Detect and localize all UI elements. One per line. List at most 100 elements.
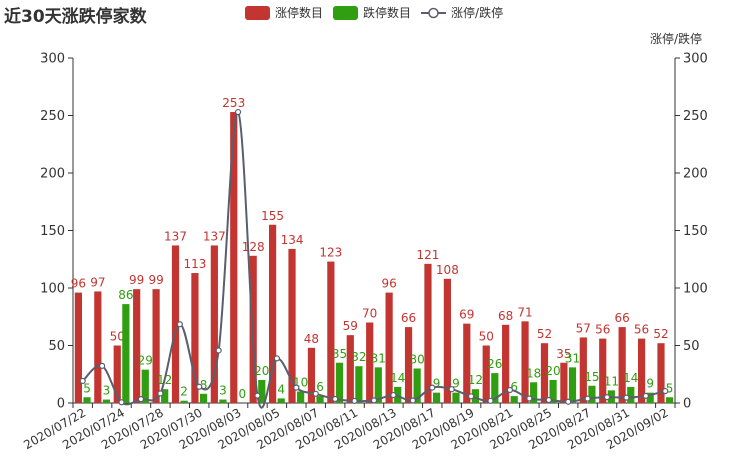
y-tick-label-right: 0 xyxy=(683,397,691,412)
bar-down-label: 3 xyxy=(103,384,111,398)
legend-swatch-ratio-icon xyxy=(421,7,447,18)
ratio-point xyxy=(176,321,183,328)
legend-item-ratio[interactable]: 涨停/跌停 xyxy=(421,4,503,21)
ratio-point xyxy=(137,395,145,403)
bar-down xyxy=(258,380,266,403)
bar-up-label: 69 xyxy=(459,308,474,322)
bar-up-label: 97 xyxy=(90,275,105,289)
bar-up xyxy=(327,261,335,403)
ratio-point xyxy=(215,347,222,354)
y-tick-label-left: 150 xyxy=(40,224,65,239)
bar-down xyxy=(141,369,149,403)
bar-up-label: 99 xyxy=(148,273,163,287)
ratio-point xyxy=(370,397,378,404)
bar-up xyxy=(637,338,646,403)
bar-up-label: 66 xyxy=(615,311,630,325)
y-tick-label-right: 150 xyxy=(683,224,708,239)
bar-up-label: 121 xyxy=(417,248,440,262)
bar-down xyxy=(471,389,479,403)
bar-up xyxy=(482,345,490,403)
bar-up xyxy=(366,322,374,403)
bar-down-label: 18 xyxy=(526,366,541,380)
bar-down xyxy=(588,385,596,403)
bar-up-label: 50 xyxy=(110,330,125,344)
ratio-point xyxy=(429,384,436,391)
ratio-point xyxy=(623,394,630,401)
bar-up xyxy=(191,273,199,403)
bar-down-label: 11 xyxy=(604,374,619,388)
ratio-point xyxy=(118,399,125,406)
bar-up-label: 68 xyxy=(498,309,513,323)
y-tick-label-right: 50 xyxy=(683,339,700,354)
bar-down xyxy=(510,396,518,403)
bar-down-label: 86 xyxy=(118,288,133,302)
bar-down xyxy=(316,396,324,403)
ratio-point xyxy=(196,383,203,390)
bar-up xyxy=(404,327,413,403)
bar-up-label: 155 xyxy=(261,209,284,223)
legend-item-down[interactable]: 跌停数目 xyxy=(333,4,411,21)
ratio-point xyxy=(79,377,86,385)
bar-up-label: 137 xyxy=(164,229,187,243)
bar-down-label: 6 xyxy=(510,380,518,394)
ratio-point xyxy=(99,362,106,369)
bar-down-label: 5 xyxy=(666,381,674,395)
bar-down-label: 6 xyxy=(316,380,324,394)
legend-item-up[interactable]: 涨停数目 xyxy=(245,4,323,21)
bar-up-label: 123 xyxy=(319,246,342,260)
bar-up xyxy=(94,291,102,403)
bar-down-label: 31 xyxy=(565,351,580,365)
bar-up-label: 52 xyxy=(653,327,668,341)
bar-down-label: 32 xyxy=(351,350,366,364)
bar-up xyxy=(152,289,160,403)
bar-down xyxy=(180,400,188,403)
bar-up xyxy=(463,323,471,403)
y-tick-label-right: 300 xyxy=(683,52,708,67)
chart-title: 近30天涨跌停家数 xyxy=(4,7,147,27)
bar-up xyxy=(443,278,451,403)
bar-up-label: 52 xyxy=(537,327,552,341)
y-tick-label-left: 300 xyxy=(40,52,65,67)
y-tick-label-left: 250 xyxy=(40,109,65,124)
ratio-point xyxy=(312,390,319,397)
bar-down-label: 35 xyxy=(332,347,347,361)
bar-up-label: 108 xyxy=(436,263,459,277)
bar-down-label: 20 xyxy=(254,364,269,378)
ratio-point xyxy=(565,398,572,405)
y-tick-label-left: 100 xyxy=(40,282,65,297)
bar-up-label: 71 xyxy=(517,305,532,319)
bar-up-label: 35 xyxy=(556,347,571,361)
bar-down xyxy=(646,392,654,403)
ratio-point xyxy=(390,391,397,399)
bar-down-label: 0 xyxy=(239,387,247,401)
bar-down xyxy=(219,399,227,403)
bar-up xyxy=(618,327,626,403)
ratio-point xyxy=(584,395,591,402)
bar-up xyxy=(657,343,665,403)
bar-up-label: 253 xyxy=(222,96,245,110)
bar-down xyxy=(161,389,169,403)
ratio-point xyxy=(506,386,514,394)
ratio-point xyxy=(603,394,611,401)
bar-up-label: 57 xyxy=(576,321,591,335)
ratio-point xyxy=(254,392,261,399)
ratio-point xyxy=(234,108,242,116)
bar-up-label: 56 xyxy=(595,323,610,337)
bar-down xyxy=(335,362,344,403)
bar-down xyxy=(530,382,538,403)
bar-down-label: 20 xyxy=(545,364,560,378)
bar-down-label: 15 xyxy=(584,370,599,384)
bar-down-label: 12 xyxy=(468,373,483,387)
bar-up xyxy=(540,343,549,403)
bar-down xyxy=(355,366,363,403)
bar-up xyxy=(599,338,607,403)
bar-down xyxy=(627,386,635,403)
ratio-point xyxy=(293,384,300,391)
bar-down-label: 26 xyxy=(487,357,502,371)
bar-up xyxy=(74,292,83,403)
bar-down-label: 14 xyxy=(390,371,405,385)
legend-label-up: 涨停数目 xyxy=(275,6,324,20)
bar-down-label: 14 xyxy=(623,371,638,385)
bar-up xyxy=(560,362,568,403)
